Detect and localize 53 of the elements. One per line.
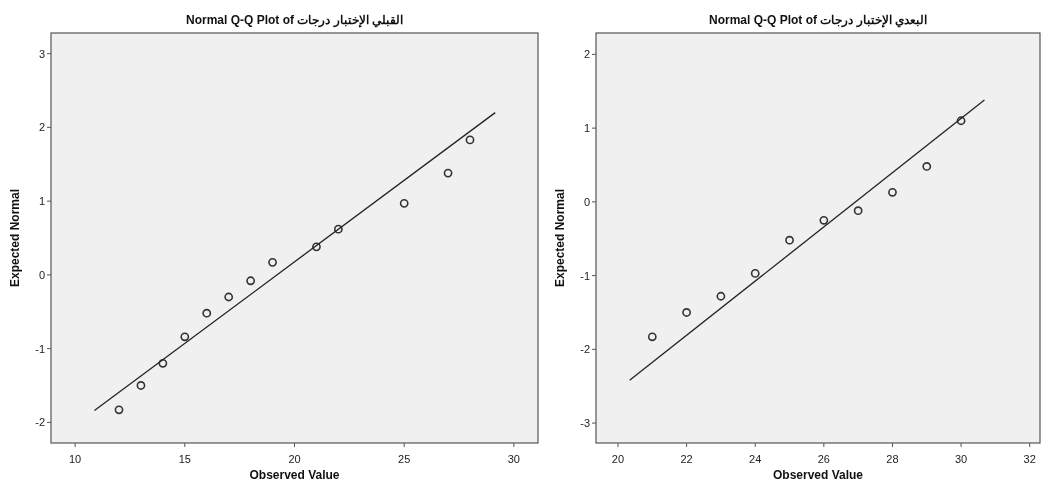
x-tick-label: 22: [680, 453, 693, 465]
point: [224, 292, 234, 302]
point: [888, 187, 897, 197]
y-axis-title: Expected Normal: [8, 188, 22, 288]
x-tick-label: 25: [398, 453, 411, 465]
point: [114, 405, 124, 415]
y-tick-label: -1: [580, 269, 590, 282]
chart-title: Normal Q-Q Plot of البعدي الإختبار درجات: [708, 13, 928, 28]
point: [853, 206, 863, 216]
y-tick-label: -2: [580, 343, 590, 356]
point: [399, 198, 409, 208]
x-tick-label: 24: [749, 453, 762, 465]
point: [819, 215, 829, 225]
point: [922, 162, 932, 171]
y-tick-label: 1: [38, 195, 45, 208]
x-axis-title: Observed Value: [772, 468, 864, 482]
point: [465, 135, 475, 145]
point: [180, 332, 190, 342]
point: [136, 381, 146, 390]
point: [246, 276, 256, 286]
y-tick-label: 3: [38, 47, 45, 60]
x-tick-label: 30: [954, 453, 968, 465]
point: [682, 308, 691, 317]
y-tick-label: 1: [583, 122, 590, 135]
x-axis-title: Observed Value: [249, 468, 340, 482]
y-tick-label: -1: [35, 342, 45, 355]
y-tick-label: 2: [38, 121, 45, 134]
point: [333, 224, 343, 234]
x-tick-label: 20: [288, 453, 301, 465]
point: [268, 257, 277, 267]
point: [443, 168, 453, 178]
point: [956, 116, 966, 126]
y-tick-label: 2: [583, 48, 590, 61]
point: [158, 358, 168, 368]
y-tick-label: 0: [38, 268, 45, 281]
point: [750, 269, 760, 278]
x-tick-label: 32: [1023, 453, 1036, 465]
x-tick-label: 28: [886, 453, 899, 465]
x-tick-label: 10: [69, 453, 82, 465]
point: [785, 235, 794, 245]
y-tick-label: 0: [583, 195, 590, 208]
point: [716, 291, 726, 301]
y-tick-label: -3: [580, 417, 590, 430]
x-tick-label: 30: [507, 453, 520, 465]
y-tick-label: -2: [35, 416, 45, 429]
x-tick-label: 20: [611, 453, 625, 465]
x-tick-label: 15: [178, 453, 191, 465]
point: [312, 242, 321, 252]
point: [202, 308, 212, 318]
x-tick-label: 26: [817, 453, 830, 465]
chart-title: Normal Q-Q Plot of القبلي الإختبار درجات: [185, 13, 404, 28]
y-axis-title: Expected Normal: [553, 188, 567, 288]
point: [647, 332, 657, 342]
